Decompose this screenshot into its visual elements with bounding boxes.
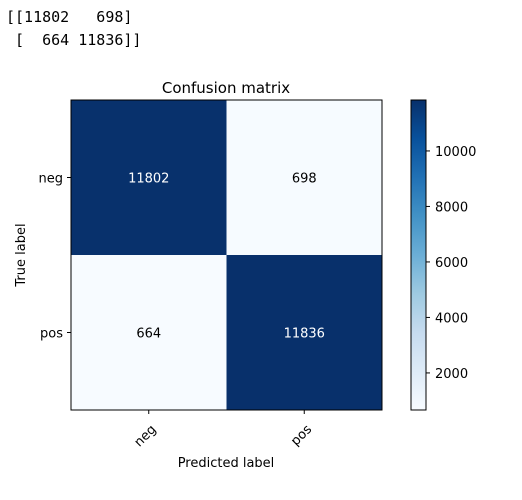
colorbar-tick-label: 8000 [435, 200, 468, 215]
matrix-cell-pos-pos [226, 255, 382, 410]
colorbar-tick-label: 6000 [435, 256, 468, 271]
console-output: [[11802 698] [ 664 11836]] [6, 6, 141, 52]
x-axis-label: Predicted label [178, 456, 275, 471]
matrix-cell-neg-neg [71, 100, 227, 255]
colorbar-frame [410, 99, 427, 411]
y-tick-label: neg [39, 172, 64, 187]
matrix-cell-pos-neg [71, 255, 227, 410]
y-axis-label: True label [14, 223, 29, 287]
colorbar [411, 100, 426, 410]
plot-frame [70, 99, 383, 411]
x-tick-label: pos [288, 422, 315, 449]
cell-value-label: 664 [136, 327, 161, 342]
x-tick-label: neg [132, 422, 160, 450]
colorbar-tick-label: 4000 [435, 311, 468, 326]
chart-title: Confusion matrix [162, 79, 290, 97]
colorbar-tick-label: 10000 [435, 145, 476, 160]
cell-value-label: 11802 [128, 172, 169, 187]
cell-value-label: 11836 [284, 327, 325, 342]
matrix-cell-neg-pos [226, 100, 382, 255]
colorbar-tick-label: 2000 [435, 367, 468, 382]
console-line-1: [[11802 698] [6, 8, 133, 26]
cell-value-label: 698 [292, 172, 317, 187]
y-tick-label: pos [40, 327, 63, 342]
console-line-2: [ 664 11836]] [6, 31, 142, 49]
